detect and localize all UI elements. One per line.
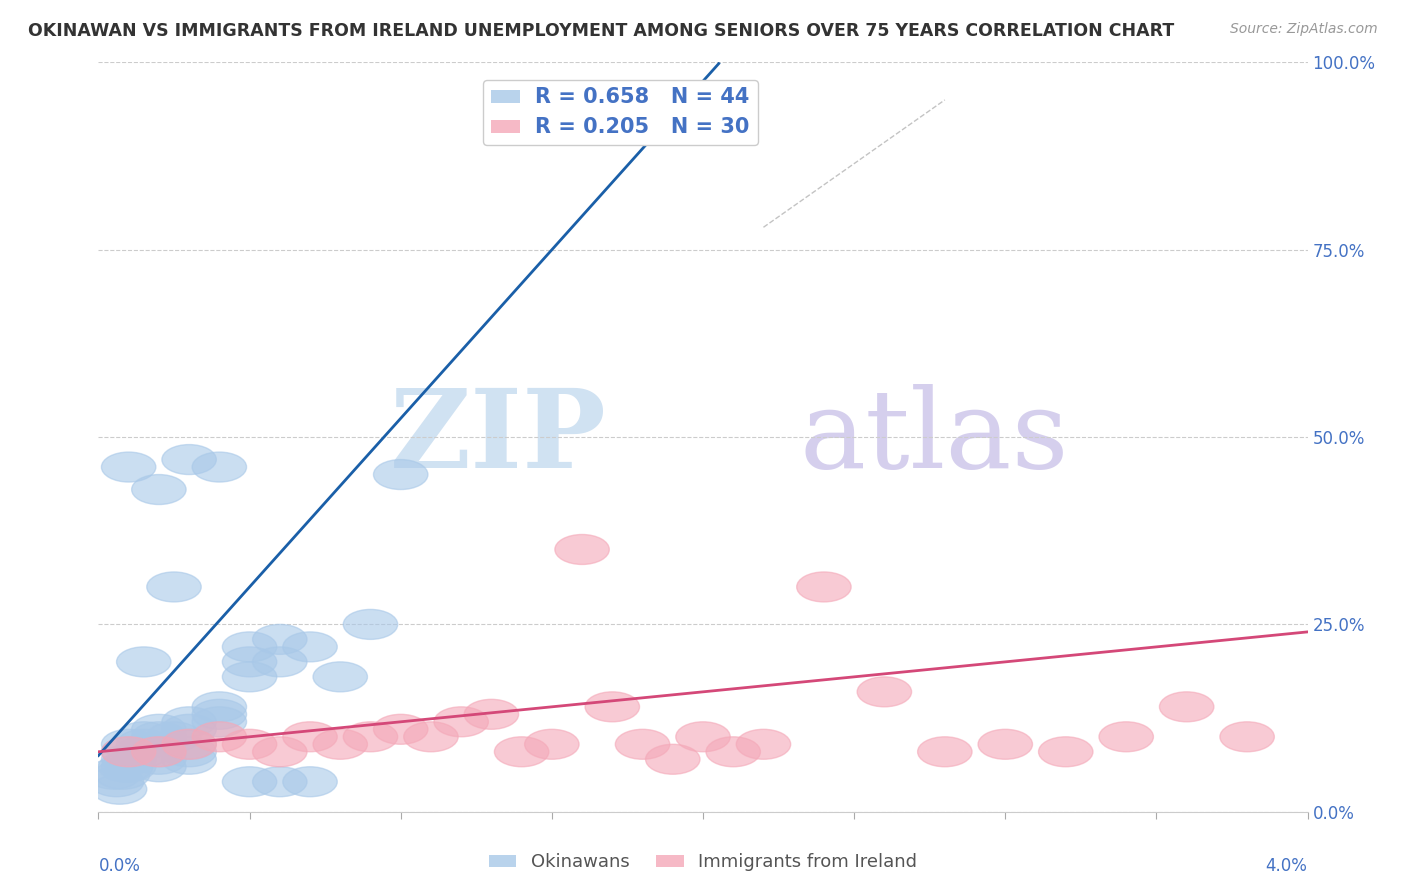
Ellipse shape <box>162 737 217 767</box>
Ellipse shape <box>1220 722 1274 752</box>
Ellipse shape <box>117 730 172 759</box>
Ellipse shape <box>343 609 398 640</box>
Ellipse shape <box>162 730 217 759</box>
Ellipse shape <box>193 452 246 482</box>
Ellipse shape <box>314 730 367 759</box>
Ellipse shape <box>918 737 972 767</box>
Ellipse shape <box>495 737 548 767</box>
Ellipse shape <box>101 452 156 482</box>
Ellipse shape <box>193 692 246 722</box>
Ellipse shape <box>1160 692 1213 722</box>
Ellipse shape <box>404 722 458 752</box>
Ellipse shape <box>1039 737 1092 767</box>
Ellipse shape <box>101 730 156 759</box>
Ellipse shape <box>162 730 217 759</box>
Ellipse shape <box>132 737 186 767</box>
Text: Source: ZipAtlas.com: Source: ZipAtlas.com <box>1230 22 1378 37</box>
Legend: R = 0.658   N = 44, R = 0.205   N = 30: R = 0.658 N = 44, R = 0.205 N = 30 <box>484 79 758 145</box>
Text: 0.0%: 0.0% <box>98 856 141 875</box>
Ellipse shape <box>979 730 1032 759</box>
Ellipse shape <box>132 737 186 767</box>
Ellipse shape <box>706 737 761 767</box>
Ellipse shape <box>434 706 488 737</box>
Ellipse shape <box>222 730 277 759</box>
Ellipse shape <box>117 737 172 767</box>
Ellipse shape <box>283 767 337 797</box>
Text: atlas: atlas <box>800 384 1070 491</box>
Ellipse shape <box>132 475 186 505</box>
Ellipse shape <box>222 662 277 692</box>
Ellipse shape <box>343 722 398 752</box>
Text: ZIP: ZIP <box>389 384 606 491</box>
Ellipse shape <box>253 624 307 655</box>
Ellipse shape <box>146 572 201 602</box>
Ellipse shape <box>193 699 246 730</box>
Ellipse shape <box>737 730 790 759</box>
Ellipse shape <box>101 744 156 774</box>
Ellipse shape <box>86 759 141 789</box>
Ellipse shape <box>162 714 217 744</box>
Ellipse shape <box>132 722 186 752</box>
Ellipse shape <box>283 632 337 662</box>
Legend: Okinawans, Immigrants from Ireland: Okinawans, Immigrants from Ireland <box>482 847 924 879</box>
Ellipse shape <box>585 692 640 722</box>
Ellipse shape <box>96 759 150 789</box>
Ellipse shape <box>616 730 669 759</box>
Ellipse shape <box>101 737 156 767</box>
Ellipse shape <box>117 722 172 752</box>
Ellipse shape <box>162 444 217 475</box>
Ellipse shape <box>524 730 579 759</box>
Ellipse shape <box>374 459 427 490</box>
Ellipse shape <box>222 767 277 797</box>
Ellipse shape <box>193 706 246 737</box>
Ellipse shape <box>253 737 307 767</box>
Ellipse shape <box>193 722 246 752</box>
Ellipse shape <box>555 534 609 565</box>
Ellipse shape <box>283 722 337 752</box>
Ellipse shape <box>1099 722 1153 752</box>
Ellipse shape <box>222 632 277 662</box>
Ellipse shape <box>858 677 911 706</box>
Ellipse shape <box>253 767 307 797</box>
Ellipse shape <box>314 662 367 692</box>
Text: OKINAWAN VS IMMIGRANTS FROM IRELAND UNEMPLOYMENT AMONG SENIORS OVER 75 YEARS COR: OKINAWAN VS IMMIGRANTS FROM IRELAND UNEM… <box>28 22 1174 40</box>
Ellipse shape <box>93 774 146 805</box>
Ellipse shape <box>101 737 156 767</box>
Ellipse shape <box>101 752 156 781</box>
Ellipse shape <box>90 767 143 797</box>
Ellipse shape <box>162 706 217 737</box>
Ellipse shape <box>676 722 730 752</box>
Ellipse shape <box>253 647 307 677</box>
Ellipse shape <box>162 744 217 774</box>
Ellipse shape <box>117 647 172 677</box>
Ellipse shape <box>464 699 519 730</box>
Ellipse shape <box>797 572 851 602</box>
Ellipse shape <box>374 714 427 744</box>
Ellipse shape <box>132 714 186 744</box>
Ellipse shape <box>132 752 186 781</box>
Ellipse shape <box>222 647 277 677</box>
Ellipse shape <box>98 752 153 781</box>
Ellipse shape <box>146 722 201 752</box>
Ellipse shape <box>645 744 700 774</box>
Ellipse shape <box>132 744 186 774</box>
Text: 4.0%: 4.0% <box>1265 856 1308 875</box>
